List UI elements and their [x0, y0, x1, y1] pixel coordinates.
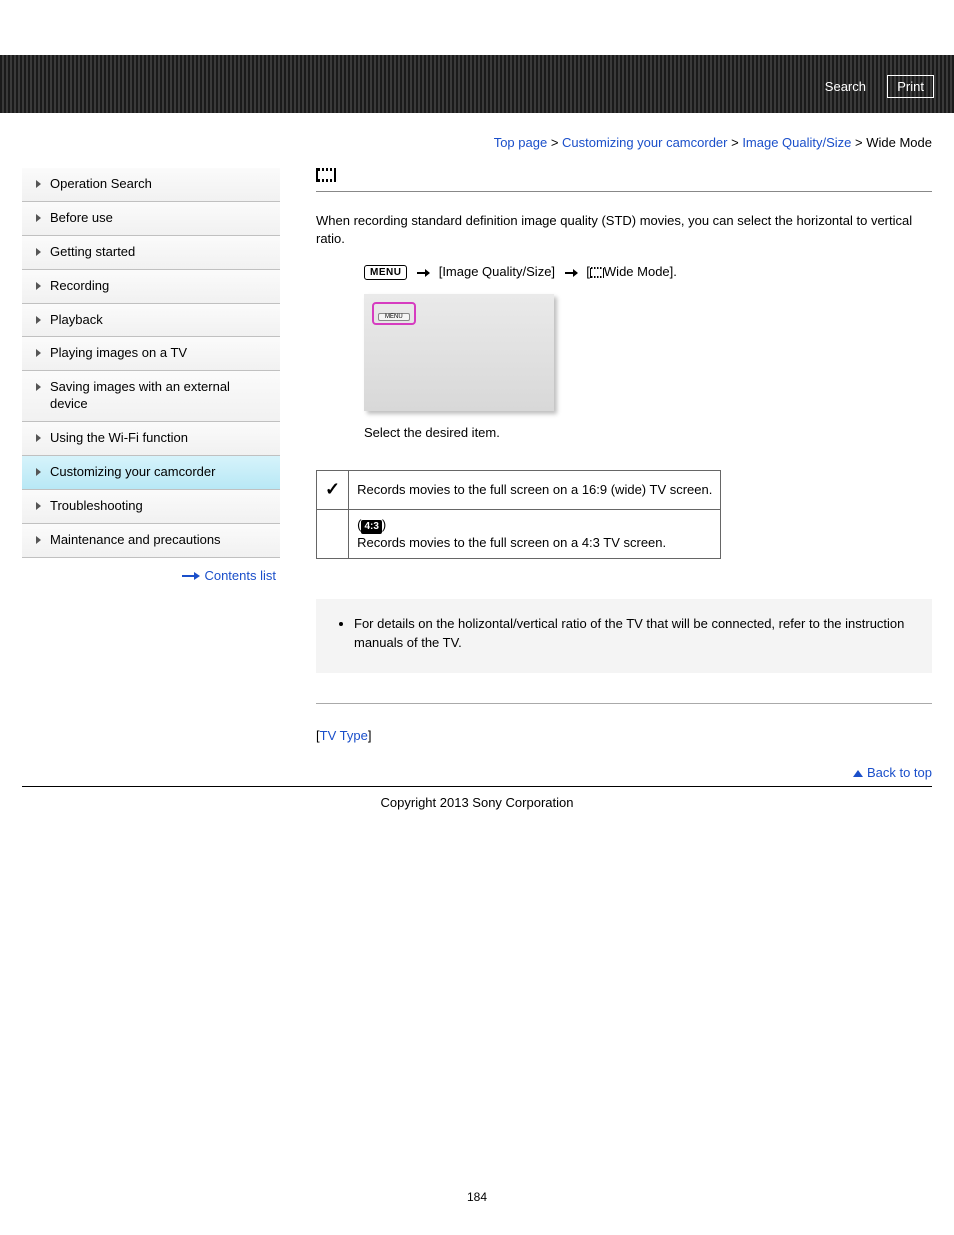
breadcrumb: Top page > Customizing your camcorder > …	[0, 113, 954, 150]
contents-list-link[interactable]: Contents list	[204, 568, 276, 583]
search-button[interactable]: Search	[815, 75, 876, 98]
sidebar-item-saving-external[interactable]: Saving images with an external device	[22, 371, 280, 422]
copyright-text: Copyright 2013 Sony Corporation	[0, 787, 954, 850]
arrow-right-icon	[565, 272, 577, 274]
step-caption: Select the desired item.	[364, 425, 932, 440]
back-to-top-row: Back to top	[0, 743, 954, 786]
breadcrumb-sep: >	[547, 135, 562, 150]
sidebar-item-playback[interactable]: Playback	[22, 304, 280, 338]
ratio-badge: 4:3	[361, 520, 381, 534]
table-row: (4:3) Records movies to the full screen …	[317, 509, 721, 558]
arrow-right-icon	[417, 272, 429, 274]
menu-button-icon: MENU	[364, 265, 407, 280]
sidebar-item-getting-started[interactable]: Getting started	[22, 236, 280, 270]
contents-list-row: Contents list	[22, 558, 280, 583]
arrow-right-icon	[182, 568, 200, 583]
filmstrip-icon	[316, 168, 336, 182]
breadcrumb-sep: >	[727, 135, 742, 150]
note-item: For details on the holizontal/vertical r…	[354, 615, 912, 653]
sidebar-item-operation-search[interactable]: Operation Search	[22, 168, 280, 202]
option-cell: (4:3) Records movies to the full screen …	[349, 509, 721, 558]
header-bar: Search Print	[0, 55, 954, 113]
menu-button-icon: MENU	[378, 313, 410, 321]
sidebar-item-before-use[interactable]: Before use	[22, 202, 280, 236]
table-row: ✓ Records movies to the full screen on a…	[317, 471, 721, 509]
breadcrumb-link-2[interactable]: Image Quality/Size	[742, 135, 851, 150]
sidebar-item-recording[interactable]: Recording	[22, 270, 280, 304]
separator-rule	[316, 703, 932, 704]
checkmark-icon: ✓	[325, 479, 340, 499]
sidebar-item-playing-tv[interactable]: Playing images on a TV	[22, 337, 280, 371]
breadcrumb-link-1[interactable]: Customizing your camcorder	[562, 135, 727, 150]
default-cell	[317, 509, 349, 558]
main-content: When recording standard definition image…	[280, 168, 932, 743]
sidebar-item-maintenance[interactable]: Maintenance and precautions	[22, 524, 280, 558]
options-table: ✓ Records movies to the full screen on a…	[316, 470, 721, 559]
breadcrumb-current: Wide Mode	[866, 135, 932, 150]
filmstrip-icon	[590, 268, 604, 278]
notes-box: For details on the holizontal/vertical r…	[316, 599, 932, 673]
back-to-top-link[interactable]: Back to top	[867, 765, 932, 780]
page-number: 184	[0, 850, 954, 1224]
nav-seg-1: [Image Quality/Size]	[439, 264, 559, 279]
sidebar-item-troubleshooting[interactable]: Troubleshooting	[22, 490, 280, 524]
nav-path: MENU [Image Quality/Size] [Wide Mode].	[364, 264, 932, 280]
default-cell: ✓	[317, 471, 349, 509]
option-text: Records movies to the full screen on a 4…	[357, 535, 666, 550]
option-cell: Records movies to the full screen on a 1…	[349, 471, 721, 509]
menu-highlight: MENU	[372, 302, 416, 325]
breadcrumb-link-0[interactable]: Top page	[494, 135, 548, 150]
screen-mockup: MENU	[364, 294, 554, 411]
related-suffix: ]	[368, 728, 372, 743]
sidebar-item-wifi[interactable]: Using the Wi-Fi function	[22, 422, 280, 456]
related-link[interactable]: TV Type	[320, 728, 368, 743]
breadcrumb-sep: >	[851, 135, 866, 150]
triangle-up-icon	[853, 770, 863, 777]
sidebar-item-customizing[interactable]: Customizing your camcorder	[22, 456, 280, 490]
intro-text: When recording standard definition image…	[316, 212, 932, 248]
nav-seg-2-text: Wide Mode].	[604, 264, 677, 279]
print-button[interactable]: Print	[887, 75, 934, 98]
sidebar: Operation Search Before use Getting star…	[22, 168, 280, 583]
screen-body	[372, 325, 546, 403]
related-topic: [TV Type]	[316, 728, 932, 743]
step-block: MENU [Image Quality/Size] [Wide Mode]. M…	[316, 264, 932, 440]
title-rule	[316, 191, 932, 192]
